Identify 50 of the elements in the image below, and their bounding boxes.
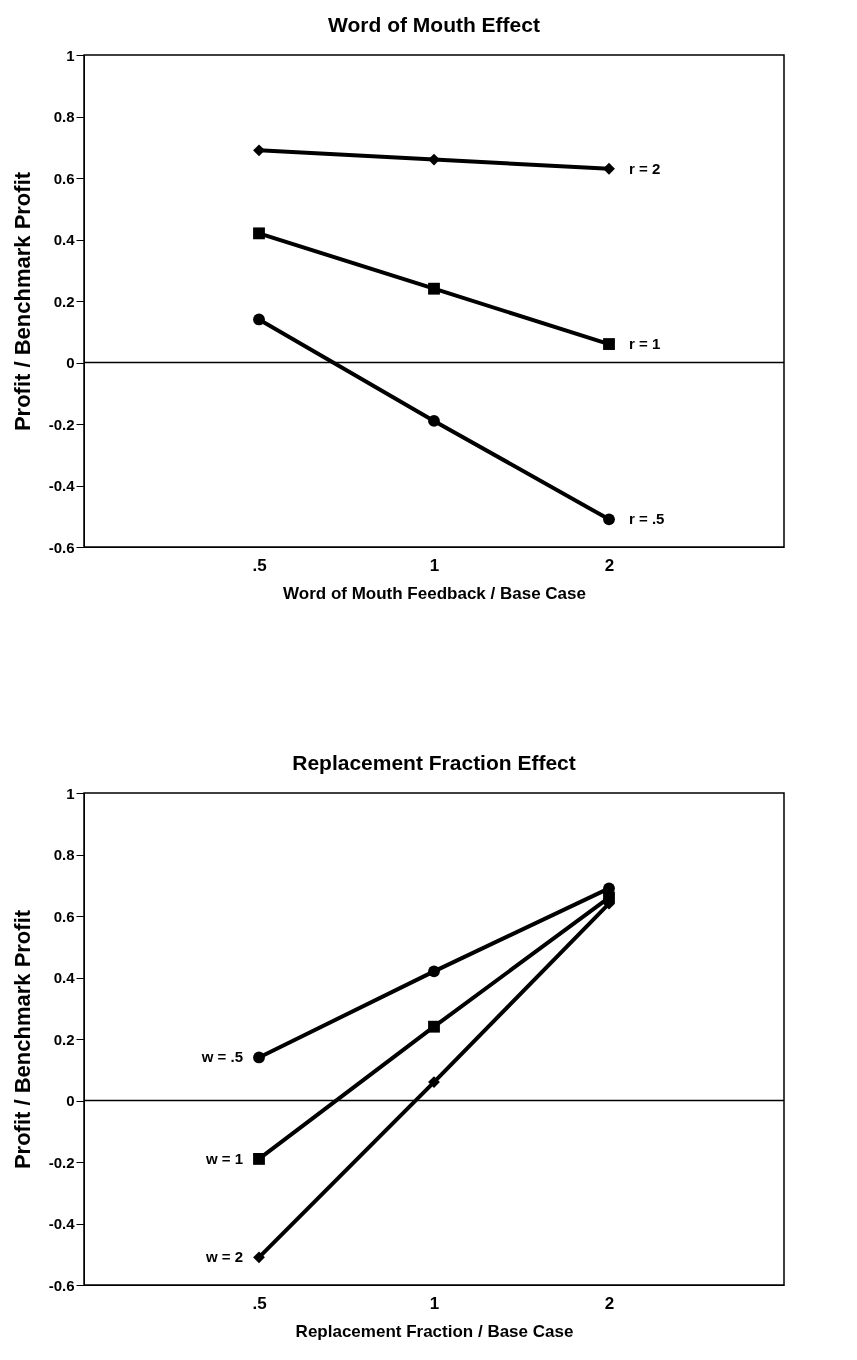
y-tick-label: 1 [66, 784, 75, 802]
chart-title: Replacement Fraction Effect [292, 751, 576, 774]
x-axis-title: Replacement Fraction / Base Case [295, 1321, 574, 1341]
x-tick-label: 2 [604, 555, 615, 575]
y-tick-label: -0.6 [48, 1276, 75, 1294]
y-tick-label: -0.4 [48, 477, 76, 494]
series-label: w = 2 [204, 1248, 243, 1266]
point [253, 144, 265, 157]
series-label: r = .5 [629, 510, 665, 528]
y-axis-title: Profit / Benchmark Profit [9, 171, 35, 432]
series-label: w = .5 [200, 1048, 243, 1066]
y-tick-label: 0 [66, 1092, 75, 1109]
point [428, 282, 440, 295]
x-tick-label: .5 [252, 1293, 267, 1313]
y-tick-label: -0.2 [48, 1153, 75, 1171]
point [603, 513, 615, 526]
y-tick-label: 1 [66, 46, 75, 64]
series-label: w = 1 [204, 1149, 243, 1167]
y-tick-label: -0.4 [48, 1215, 76, 1232]
chart-title: Word of Mouth Effect [328, 13, 540, 36]
point [428, 1020, 440, 1033]
point [253, 1251, 265, 1264]
point [428, 415, 440, 427]
point [253, 227, 265, 240]
point [253, 313, 265, 326]
y-tick-label: -0.2 [48, 415, 75, 433]
point [428, 153, 440, 166]
y-tick-label: 0.2 [53, 292, 75, 310]
point [603, 338, 615, 350]
x-tick-label: 2 [604, 1293, 615, 1313]
y-tick-label: 0.6 [53, 907, 75, 925]
x-tick-label: 1 [429, 1293, 440, 1313]
y-tick-label: 0.8 [53, 108, 75, 125]
point [253, 1153, 265, 1165]
y-tick-label: 0.6 [53, 169, 75, 187]
y-axis-title: Profit / Benchmark Profit [9, 909, 35, 1170]
y-tick-label: 0.4 [53, 969, 76, 986]
y-tick-label: 0 [66, 354, 75, 371]
x-tick-label: .5 [252, 555, 267, 575]
y-tick-label: 0.2 [53, 1030, 75, 1048]
point [253, 1051, 265, 1064]
y-tick-label: -0.6 [48, 538, 75, 556]
point [603, 162, 615, 175]
y-tick-label: 0.4 [53, 231, 76, 248]
series-label: r = 2 [629, 159, 661, 177]
x-axis-title: Word of Mouth Feedback / Base Case [283, 583, 586, 603]
series-label: r = 1 [629, 335, 661, 353]
x-tick-label: 1 [429, 555, 440, 575]
y-tick-label: 0.8 [53, 846, 75, 863]
point [428, 965, 440, 978]
